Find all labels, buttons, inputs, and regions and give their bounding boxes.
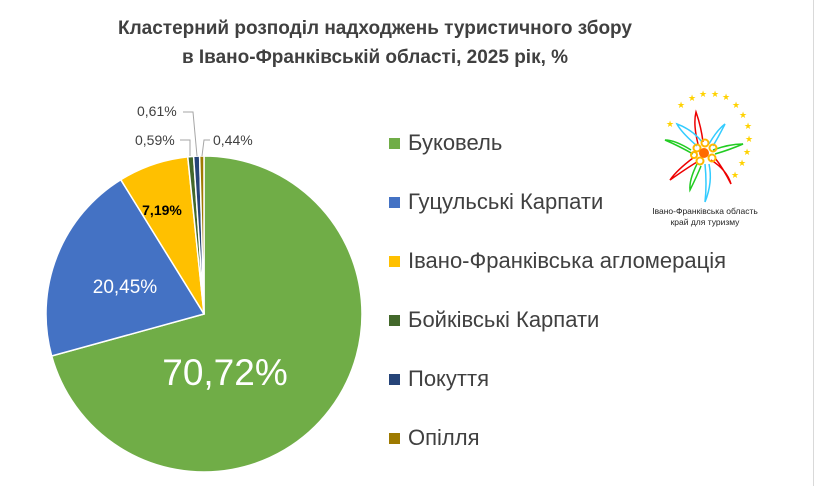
legend-swatch xyxy=(389,255,400,267)
data-label-2: 7,19% xyxy=(142,202,182,218)
svg-text:★: ★ xyxy=(731,170,739,180)
logo-line1: Івано-Франківська область xyxy=(652,206,758,216)
data-label-1: 20,45% xyxy=(93,277,158,298)
legend-swatch xyxy=(389,373,400,385)
svg-text:★: ★ xyxy=(739,110,747,120)
pie-slice-1 xyxy=(45,178,206,357)
legend-label: Опілля xyxy=(408,425,480,450)
legend-swatch xyxy=(389,196,400,208)
legend-swatch xyxy=(389,432,400,444)
svg-text:★: ★ xyxy=(688,93,696,103)
legend-item-5: Опілля xyxy=(389,425,480,451)
svg-text:★: ★ xyxy=(744,121,752,131)
legend-label: Покуття xyxy=(408,366,489,391)
data-label-4: 0,61% xyxy=(137,103,177,119)
chart-title-line2: в Івано-Франківській області, 2025 рік, … xyxy=(181,47,569,68)
leader-line-5 xyxy=(201,139,210,157)
pie-slice-5 xyxy=(198,155,205,315)
legend-label: Буковель xyxy=(408,130,503,155)
svg-text:★: ★ xyxy=(666,119,674,129)
leader-line-4 xyxy=(183,111,198,157)
legend-label: Гуцульські Карпати xyxy=(408,189,604,214)
legend-swatch xyxy=(389,137,400,149)
logo-line2: край для туризму xyxy=(671,217,741,227)
pie-slice-0 xyxy=(50,155,363,473)
legend-item-1: Гуцульські Карпати xyxy=(389,189,603,215)
svg-text:★: ★ xyxy=(699,89,707,99)
leader-line-3 xyxy=(180,139,191,156)
data-label-0: 70,72% xyxy=(162,352,288,393)
svg-text:★: ★ xyxy=(711,89,719,99)
chart-title-line1: Кластерний розподіл надходжень туристичн… xyxy=(118,18,632,39)
svg-text:★: ★ xyxy=(732,100,740,110)
svg-text:★: ★ xyxy=(738,158,746,168)
svg-text:★: ★ xyxy=(745,134,753,144)
region-tourism-logo: ★ ★ ★ ★★★★★★★★★★ Івано-Франківська область … xyxy=(652,89,758,227)
legend-label: Бойківські Карпати xyxy=(408,307,600,332)
legend-item-0: Буковель xyxy=(389,130,502,156)
data-label-3: 0,59% xyxy=(135,132,175,148)
legend-swatch xyxy=(389,314,400,326)
legend-label: Івано-Франківська агломерація xyxy=(408,248,727,273)
svg-text:★: ★ xyxy=(743,147,751,157)
legend-item-3: Бойківські Карпати xyxy=(389,307,599,333)
svg-text:★: ★ xyxy=(677,100,685,110)
legend-item-4: Покуття xyxy=(389,366,489,392)
legend-item-2: Івано-Франківська агломерація xyxy=(389,248,726,274)
svg-text:★: ★ xyxy=(722,92,730,102)
data-label-5: 0,44% xyxy=(213,132,253,148)
